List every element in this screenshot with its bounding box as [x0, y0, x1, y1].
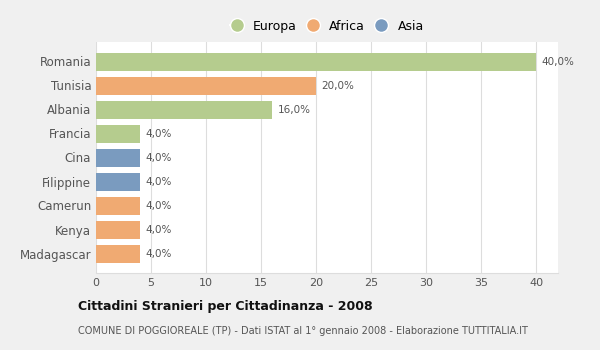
Text: 4,0%: 4,0% — [146, 176, 172, 187]
Text: 4,0%: 4,0% — [146, 224, 172, 234]
Text: 4,0%: 4,0% — [146, 248, 172, 259]
Text: Cittadini Stranieri per Cittadinanza - 2008: Cittadini Stranieri per Cittadinanza - 2… — [78, 300, 373, 313]
Text: 4,0%: 4,0% — [146, 201, 172, 210]
Text: 4,0%: 4,0% — [146, 153, 172, 162]
Legend: Europa, Africa, Asia: Europa, Africa, Asia — [227, 16, 427, 36]
Bar — [96, 196, 140, 215]
Bar — [96, 173, 140, 190]
Bar — [96, 220, 140, 238]
Bar — [96, 100, 272, 119]
Text: 4,0%: 4,0% — [146, 128, 172, 139]
Bar — [96, 52, 536, 70]
Bar — [96, 125, 140, 142]
Text: 20,0%: 20,0% — [322, 80, 355, 91]
Bar — [96, 245, 140, 262]
Text: 16,0%: 16,0% — [277, 105, 311, 114]
Bar — [96, 77, 316, 95]
Text: COMUNE DI POGGIOREALE (TP) - Dati ISTAT al 1° gennaio 2008 - Elaborazione TUTTIT: COMUNE DI POGGIOREALE (TP) - Dati ISTAT … — [78, 326, 528, 336]
Text: 40,0%: 40,0% — [542, 56, 574, 66]
Bar — [96, 148, 140, 167]
